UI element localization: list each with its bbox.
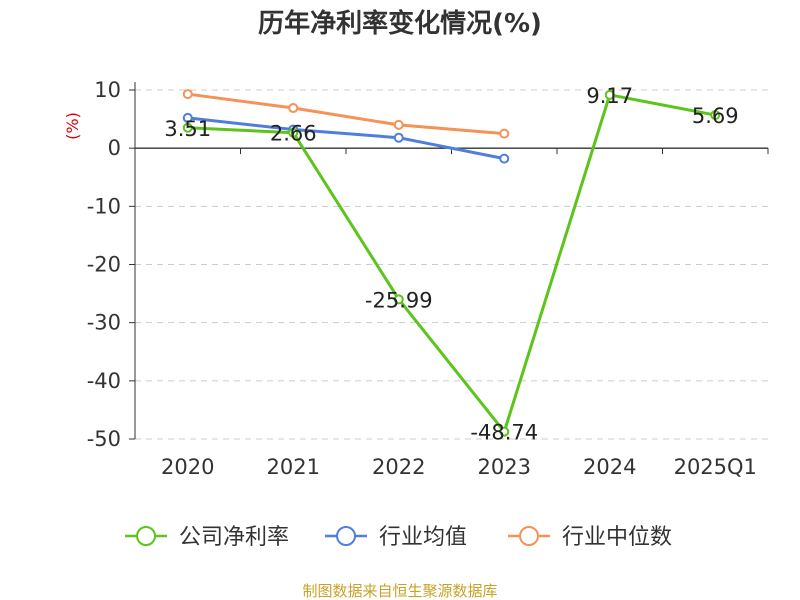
y-tick-label: -10 [87,194,121,218]
series-line [187,116,505,161]
grid-lines [135,89,768,440]
y-axis-unit: (%) [63,112,82,140]
data-point [499,426,510,437]
data-point [710,110,721,121]
data-point [288,127,299,138]
x-tick-label: 2022 [372,455,425,479]
y-tick-labels: 10 0 -10 -20 -30 -40 -50 [87,78,121,451]
legend-marker [336,526,356,546]
data-point [499,153,510,164]
data-label: -25.99 [365,288,433,312]
data-point [288,103,299,114]
data-point [182,122,193,133]
data-label: 2.66 [270,122,317,146]
legend-label: 公司净利率 [179,525,289,550]
legend: 公司净利率 行业均值 行业中位数 [125,525,672,550]
y-tick-label: -20 [87,253,121,277]
data-point [393,132,404,143]
y-tick-label: 10 [94,78,121,102]
data-label: 5.69 [692,104,739,128]
source-note: 制图数据来自恒生聚源数据库 [302,582,497,600]
x-tick-label: 2021 [267,455,320,479]
legend-label: 行业均值 [379,525,467,550]
legend-label: 行业中位数 [562,525,672,550]
data-point [393,119,404,130]
legend-marker [519,526,539,546]
series-group [182,89,721,437]
y-tick-label: -40 [87,369,121,393]
data-point [604,89,615,100]
legend-marker [136,526,156,546]
x-tick-label: 2024 [583,455,636,479]
data-point [393,294,404,305]
data-labels: 3.51 2.66 -25.99 -48.74 9.17 5.69 [164,84,738,445]
data-point [182,112,193,123]
data-point [182,89,193,100]
series-line [187,93,716,434]
data-point [499,128,510,139]
x-tick-label: 2023 [478,455,531,479]
chart-title: 历年净利率变化情况(%) [258,8,542,39]
x-tick-labels: 2020 2021 2022 2023 2024 2025Q1 [161,455,757,479]
y-tick-label: 0 [108,136,121,160]
series-line [187,92,505,136]
data-label: -48.74 [470,421,538,445]
data-label: 3.51 [164,117,211,141]
y-tick-label: -30 [87,311,121,335]
data-label: 9.17 [586,84,633,108]
axes [129,82,769,440]
x-tick-label: 2020 [161,455,214,479]
x-tick-label: 2025Q1 [674,455,757,479]
y-tick-label: -50 [87,427,121,451]
